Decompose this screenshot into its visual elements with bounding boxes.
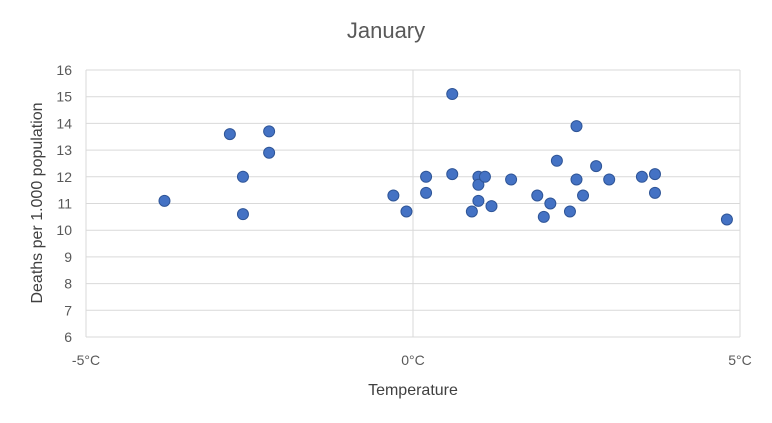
data-point-23 [563, 205, 576, 218]
y-tick-label: 15 [56, 89, 72, 105]
data-point-22 [550, 154, 563, 167]
data-point-27 [590, 160, 603, 173]
y-tick-label: 13 [56, 142, 72, 158]
data-points [158, 88, 733, 226]
y-tick-label: 7 [64, 302, 72, 318]
data-point-29 [635, 170, 648, 183]
data-point-4 [263, 125, 276, 138]
y-tick-label: 10 [56, 222, 72, 238]
data-point-19 [531, 189, 544, 202]
data-point-16 [478, 170, 491, 183]
tick-labels: 6 7 8 9 10 11 12 13 14 15 16 -5°C 0°C 5°C [56, 62, 751, 368]
data-point-6 [387, 189, 400, 202]
axes [85, 70, 741, 337]
data-point-1 [223, 128, 236, 141]
data-point-9 [420, 186, 433, 199]
y-tick-label: 6 [64, 329, 72, 345]
data-point-18 [505, 173, 518, 186]
data-point-26 [577, 189, 590, 202]
x-tick-label: -5°C [72, 352, 100, 368]
y-tick-label: 8 [64, 276, 72, 292]
data-point-28 [603, 173, 616, 186]
data-point-31 [648, 186, 661, 199]
data-point-17 [485, 200, 498, 213]
data-point-8 [420, 170, 433, 183]
data-point-21 [544, 197, 557, 210]
y-tick-label: 11 [57, 196, 72, 212]
chart-title: January [347, 18, 425, 43]
data-point-10 [446, 88, 459, 101]
data-point-2 [236, 170, 249, 183]
x-tick-label: 5°C [728, 352, 752, 368]
data-point-24 [570, 120, 583, 133]
x-tick-label: 0°C [401, 352, 425, 368]
y-axis-title: Deaths per 1.000 population [29, 102, 46, 303]
data-point-20 [537, 210, 550, 223]
data-point-15 [472, 194, 485, 207]
data-point-14 [472, 178, 485, 191]
y-tick-label: 16 [56, 62, 72, 78]
data-point-3 [236, 208, 249, 221]
y-tick-label: 14 [56, 115, 72, 131]
y-tick-label: 12 [56, 169, 72, 185]
data-point-12 [465, 205, 478, 218]
data-point-5 [263, 146, 276, 159]
y-tick-label: 9 [64, 249, 72, 265]
data-point-30 [648, 168, 661, 181]
data-point-7 [400, 205, 413, 218]
data-point-32 [720, 213, 733, 226]
data-point-25 [570, 173, 583, 186]
data-point-11 [446, 168, 459, 181]
data-point-0 [158, 194, 171, 207]
x-axis-title: Temperature [368, 382, 458, 399]
